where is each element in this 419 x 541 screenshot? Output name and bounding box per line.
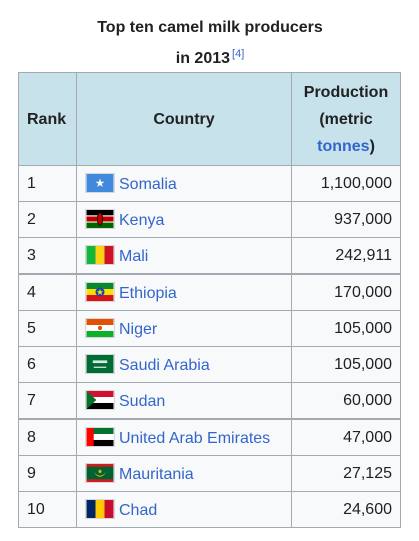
table-row: 10 Chad 24,600: [18, 491, 401, 528]
production-header-line2: (metric: [319, 110, 373, 128]
mali-flag-icon[interactable]: [85, 245, 115, 265]
reference-link[interactable]: [4]: [232, 48, 245, 60]
country-cell: Sudan: [76, 382, 292, 420]
production-header-close: ): [369, 137, 375, 155]
country-link[interactable]: Mauritania: [119, 466, 194, 483]
caption-line-1: Top ten camel milk producers: [97, 19, 323, 36]
sudan-flag-icon[interactable]: [85, 390, 115, 410]
country-cell: United Arab Emirates: [76, 418, 292, 456]
table-row: 7 Sudan 60,000: [18, 382, 401, 420]
header-row: Rank Country Production (metric tonnes): [18, 72, 401, 166]
country-cell: Somalia: [76, 165, 292, 202]
production-cell: 105,000: [291, 346, 401, 383]
ethiopia-flag-icon[interactable]: [85, 282, 115, 302]
production-header-line3: tonnes): [300, 133, 392, 160]
production-cell: 27,125: [291, 455, 401, 492]
production-cell: 24,600: [291, 491, 401, 528]
production-header-line1: Production: [303, 83, 389, 101]
rank-cell: 10: [18, 491, 77, 528]
table-row: 6 Saudi Arabia 105,000: [18, 346, 401, 383]
table-row: 5 Niger 105,000: [18, 310, 401, 347]
production-cell: 170,000: [291, 273, 401, 311]
saudi-arabia-flag-icon[interactable]: [85, 354, 115, 374]
country-cell: Chad: [76, 491, 292, 528]
table-row: 1 Somalia 1,100,000: [18, 165, 401, 202]
production-header: Production (metric tonnes): [291, 72, 401, 166]
production-cell: 1,100,000: [291, 165, 401, 202]
camel-milk-table: Rank Country Production (metric tonnes) …: [18, 72, 401, 528]
somalia-flag-icon[interactable]: [85, 173, 115, 193]
table-row: 9 Mauritania 27,125: [18, 455, 401, 492]
country-cell: Mali: [76, 237, 292, 275]
country-link[interactable]: Chad: [119, 502, 158, 519]
production-cell: 60,000: [291, 382, 401, 420]
kenya-flag-icon[interactable]: [85, 209, 115, 229]
country-link[interactable]: Sudan: [119, 393, 166, 410]
country-link[interactable]: Saudi Arabia: [119, 357, 210, 374]
country-cell: Ethiopia: [76, 273, 292, 311]
rank-cell: 1: [18, 165, 77, 202]
rank-cell: 9: [18, 455, 77, 492]
rank-cell: 6: [18, 346, 77, 383]
caption-line-2: in 2013 [4]: [18, 41, 402, 72]
tonnes-link[interactable]: tonnes: [317, 137, 370, 155]
country-link[interactable]: United Arab Emirates: [119, 430, 271, 447]
production-cell: 937,000: [291, 201, 401, 238]
rank-header: Rank: [18, 72, 77, 166]
mauritania-flag-icon[interactable]: [85, 463, 115, 483]
country-link[interactable]: Ethiopia: [119, 285, 177, 302]
rank-cell: 2: [18, 201, 77, 238]
production-cell: 47,000: [291, 418, 401, 456]
chad-flag-icon[interactable]: [85, 499, 115, 519]
rank-cell: 7: [18, 382, 77, 420]
table-caption: Top ten camel milk producers in 2013 [4]: [18, 14, 402, 72]
table-row: 2 Kenya 937,000: [18, 201, 401, 238]
country-link[interactable]: Somalia: [119, 176, 177, 193]
uae-flag-icon[interactable]: [85, 427, 115, 447]
caption-year: in 2013: [175, 50, 231, 67]
rank-cell: 8: [18, 418, 77, 456]
table-row: 4 Ethiopia 170,000: [18, 273, 401, 311]
country-header: Country: [76, 72, 292, 166]
country-link[interactable]: Kenya: [119, 212, 165, 229]
rank-cell: 4: [18, 273, 77, 311]
rank-cell: 3: [18, 237, 77, 275]
country-cell: Saudi Arabia: [76, 346, 292, 383]
country-cell: Niger: [76, 310, 292, 347]
country-link[interactable]: Mali: [119, 248, 149, 265]
production-cell: 242,911: [291, 237, 401, 275]
niger-flag-icon[interactable]: [85, 318, 115, 338]
country-cell: Kenya: [76, 201, 292, 238]
country-link[interactable]: Niger: [119, 321, 158, 338]
table-row: 3 Mali 242,911: [18, 237, 401, 275]
production-cell: 105,000: [291, 310, 401, 347]
table-row: 8 United Arab Emirates 47,000: [18, 418, 401, 456]
rank-cell: 5: [18, 310, 77, 347]
country-cell: Mauritania: [76, 455, 292, 492]
